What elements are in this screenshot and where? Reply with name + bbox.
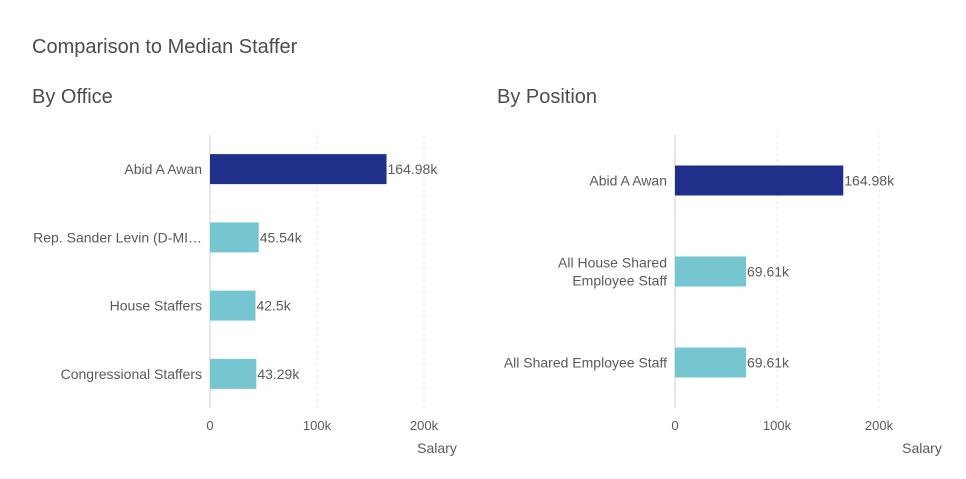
- office-category-label: Abid A Awan: [124, 161, 202, 177]
- position-chart-panel: By Position: [497, 86, 597, 109]
- office-tick-label: 100k: [303, 418, 332, 433]
- office-bar: [210, 290, 256, 321]
- office-category-label: House Staffers: [110, 298, 202, 314]
- office-value-label: 164.98k: [388, 161, 439, 177]
- page-title: Comparison to Median Staffer: [32, 36, 298, 58]
- office-axis-title: Salary: [417, 440, 457, 456]
- office-chart-panel: By Office: [32, 86, 113, 109]
- position-chart-title: By Position: [497, 86, 598, 108]
- office-value-label: 43.29k: [257, 366, 300, 382]
- office-bar: [210, 222, 259, 253]
- office-category-label: Congressional Staffers: [61, 366, 202, 382]
- office-bar: [210, 154, 387, 185]
- office-value-label: 45.54k: [260, 229, 303, 245]
- office-tick-label: 200k: [410, 418, 439, 433]
- office-chart-title: By Office: [32, 86, 113, 108]
- office-tick-label: 0: [206, 418, 213, 433]
- office-bar: [210, 358, 257, 389]
- office-value-label: 42.5k: [256, 298, 291, 314]
- office-category-label: Rep. Sander Levin (D-MI…: [33, 229, 202, 245]
